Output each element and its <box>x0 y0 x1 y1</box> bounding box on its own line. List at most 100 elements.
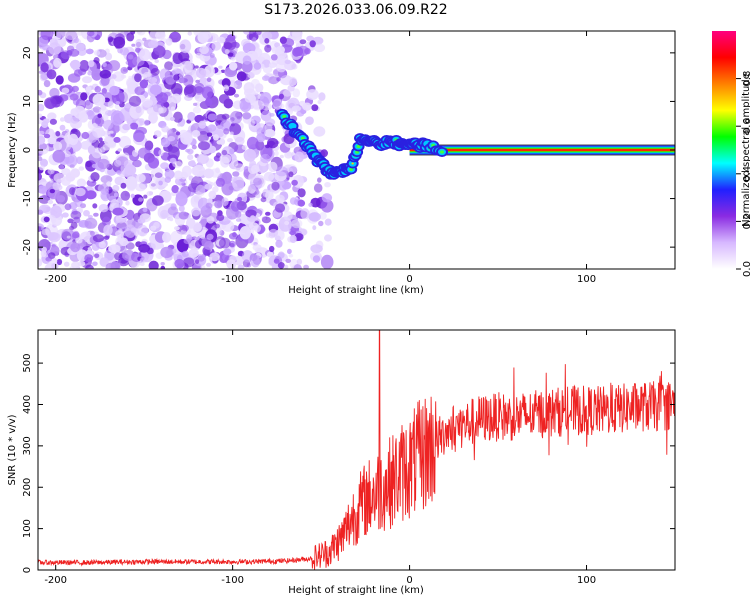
noise-blob <box>317 177 322 183</box>
noise-blob <box>207 124 217 132</box>
noise-blob <box>73 69 83 77</box>
noise-blob <box>86 31 95 37</box>
noise-blob <box>146 191 153 196</box>
noise-blob <box>103 119 114 130</box>
noise-blob <box>221 181 234 196</box>
noise-blob <box>297 199 306 207</box>
noise-blob <box>264 129 276 138</box>
noise-blob <box>113 136 121 143</box>
noise-blob <box>283 211 293 221</box>
noise-blob <box>168 146 180 160</box>
snr-y-ticks: 0 100 200 300 400 500 <box>22 354 675 573</box>
noise-blob <box>195 184 206 197</box>
noise-blob <box>134 73 142 83</box>
noise-blob <box>214 223 221 229</box>
noise-blob <box>71 85 80 93</box>
noise-blob <box>308 202 313 207</box>
noise-blob <box>230 201 241 212</box>
noise-blob <box>170 106 176 111</box>
noise-blob <box>229 61 238 71</box>
y-tick-label: -20 <box>22 239 33 255</box>
noise-blob <box>178 51 190 62</box>
noise-blob <box>101 88 108 94</box>
noise-blob <box>39 165 45 171</box>
colorbar-tick-label: 0.6 <box>742 118 750 134</box>
noise-blob <box>251 100 265 111</box>
carrier-band <box>409 149 675 151</box>
noise-blob <box>220 120 231 131</box>
noise-blob <box>308 212 321 222</box>
noise-blob <box>293 264 302 269</box>
noise-blob <box>86 130 98 144</box>
noise-blob <box>297 188 306 198</box>
noise-blob <box>74 187 86 197</box>
noise-blob <box>102 113 109 121</box>
noise-blob <box>305 116 314 125</box>
noise-blob <box>92 234 105 243</box>
noise-blob <box>38 113 43 118</box>
noise-blob <box>137 218 146 224</box>
noise-blob <box>82 76 93 84</box>
x-tick-label: 100 <box>577 575 596 586</box>
noise-blob <box>61 176 71 186</box>
noise-blob <box>150 225 157 231</box>
noise-blob <box>112 207 124 216</box>
noise-blob <box>70 242 81 253</box>
noise-blob <box>51 263 59 269</box>
noise-blob <box>312 255 321 263</box>
noise-blob <box>260 197 267 203</box>
noise-blob <box>125 200 130 206</box>
noise-blob <box>66 45 75 53</box>
noise-blob <box>284 220 290 226</box>
noise-blob <box>107 141 117 149</box>
noise-blob <box>114 252 123 261</box>
noise-blob <box>228 31 235 36</box>
colorbar: 0.0 0.2 0.4 0.6 0.8 Normalized spectral ampl… <box>712 31 750 277</box>
noise-blob <box>167 206 179 216</box>
noise-blob <box>63 261 70 267</box>
noise-blob <box>92 203 98 209</box>
track-blob-core <box>282 114 287 119</box>
noise-blob <box>201 137 207 141</box>
noise-blob <box>215 177 225 187</box>
noise-blob <box>142 71 152 81</box>
noise-blob <box>138 48 151 61</box>
noise-blob <box>38 172 42 181</box>
figure-title: S173.2026.033.06.09.R22 <box>264 2 447 18</box>
noise-blob <box>120 66 129 74</box>
noise-blob <box>313 43 326 53</box>
noise-blob <box>97 113 102 119</box>
colorbar-bar <box>712 31 736 269</box>
noise-blob <box>294 46 304 57</box>
noise-blob <box>86 179 97 187</box>
noise-blob <box>207 113 218 121</box>
noise-blob <box>92 261 98 267</box>
noise-blob <box>275 59 287 73</box>
noise-blob <box>139 79 149 89</box>
noise-blob <box>91 242 100 251</box>
noise-blob <box>139 121 145 126</box>
noise-blob <box>120 178 127 185</box>
noise-blob <box>269 113 275 117</box>
noise-blob <box>286 167 293 173</box>
noise-blob <box>241 145 248 150</box>
noise-blob <box>223 248 232 256</box>
noise-blob <box>275 45 285 54</box>
noise-blob <box>116 170 122 175</box>
noise-blob <box>68 133 79 146</box>
noise-blob <box>39 71 49 82</box>
noise-blob <box>38 89 43 96</box>
noise-blob <box>277 262 285 269</box>
noise-blob <box>127 54 134 60</box>
noise-blob <box>133 129 145 143</box>
noise-blob <box>56 184 63 191</box>
noise-blob <box>59 164 65 170</box>
noise-blob <box>142 207 148 213</box>
y-tick-label: -10 <box>22 190 33 206</box>
y-tick-label: 0 <box>22 147 33 153</box>
noise-blob <box>41 121 49 128</box>
noise-blob <box>59 124 66 131</box>
noise-blob <box>112 74 117 79</box>
noise-blob <box>75 43 85 52</box>
noise-blob <box>108 244 121 254</box>
